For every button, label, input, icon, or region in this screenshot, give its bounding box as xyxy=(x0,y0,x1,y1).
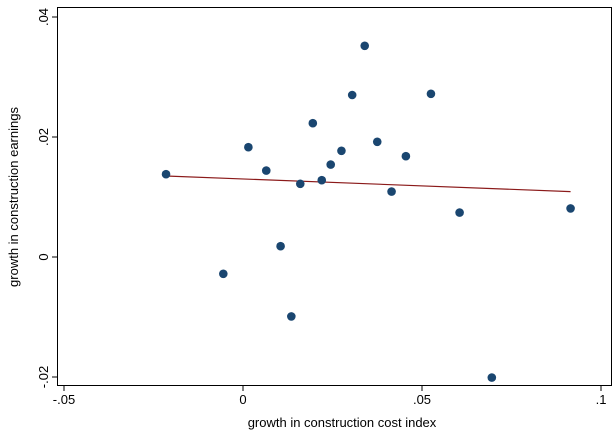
scatter-point xyxy=(317,175,327,185)
x-tick-label: 0 xyxy=(239,392,246,407)
scatter-point xyxy=(261,166,271,175)
y-tick-label: 0 xyxy=(36,253,51,260)
scatter-point xyxy=(295,179,305,189)
y-tick-label: .04 xyxy=(36,8,51,26)
x-tick-label: .1 xyxy=(596,392,607,407)
y-tick-label: .02 xyxy=(36,128,51,146)
y-axis-title: growth in construction earnings xyxy=(6,107,21,287)
scatter-point xyxy=(372,137,382,147)
scatter-point xyxy=(455,208,464,217)
x-axis-title: growth in construction cost index xyxy=(248,415,437,430)
y-tick-label: -.02 xyxy=(36,366,51,388)
scatter-point xyxy=(426,89,436,99)
scatter-point xyxy=(326,160,336,169)
scatter-point xyxy=(337,146,346,156)
scatter-point xyxy=(287,312,296,321)
fitted-line xyxy=(166,175,571,193)
scatter-point xyxy=(347,90,357,100)
scatter-point xyxy=(566,204,575,213)
plot-frame xyxy=(57,7,612,386)
x-tick-label: .05 xyxy=(413,392,431,407)
scatter-point xyxy=(161,169,171,179)
scatter-point xyxy=(360,41,370,51)
scatter-point xyxy=(487,373,497,382)
scatter-point xyxy=(308,118,318,128)
x-tick-label: -.05 xyxy=(53,392,75,407)
scatter-point xyxy=(276,241,285,251)
scatter-point xyxy=(401,151,411,161)
scatter-point xyxy=(244,142,253,152)
scatter-point xyxy=(387,187,396,196)
scatter-point xyxy=(219,269,228,279)
